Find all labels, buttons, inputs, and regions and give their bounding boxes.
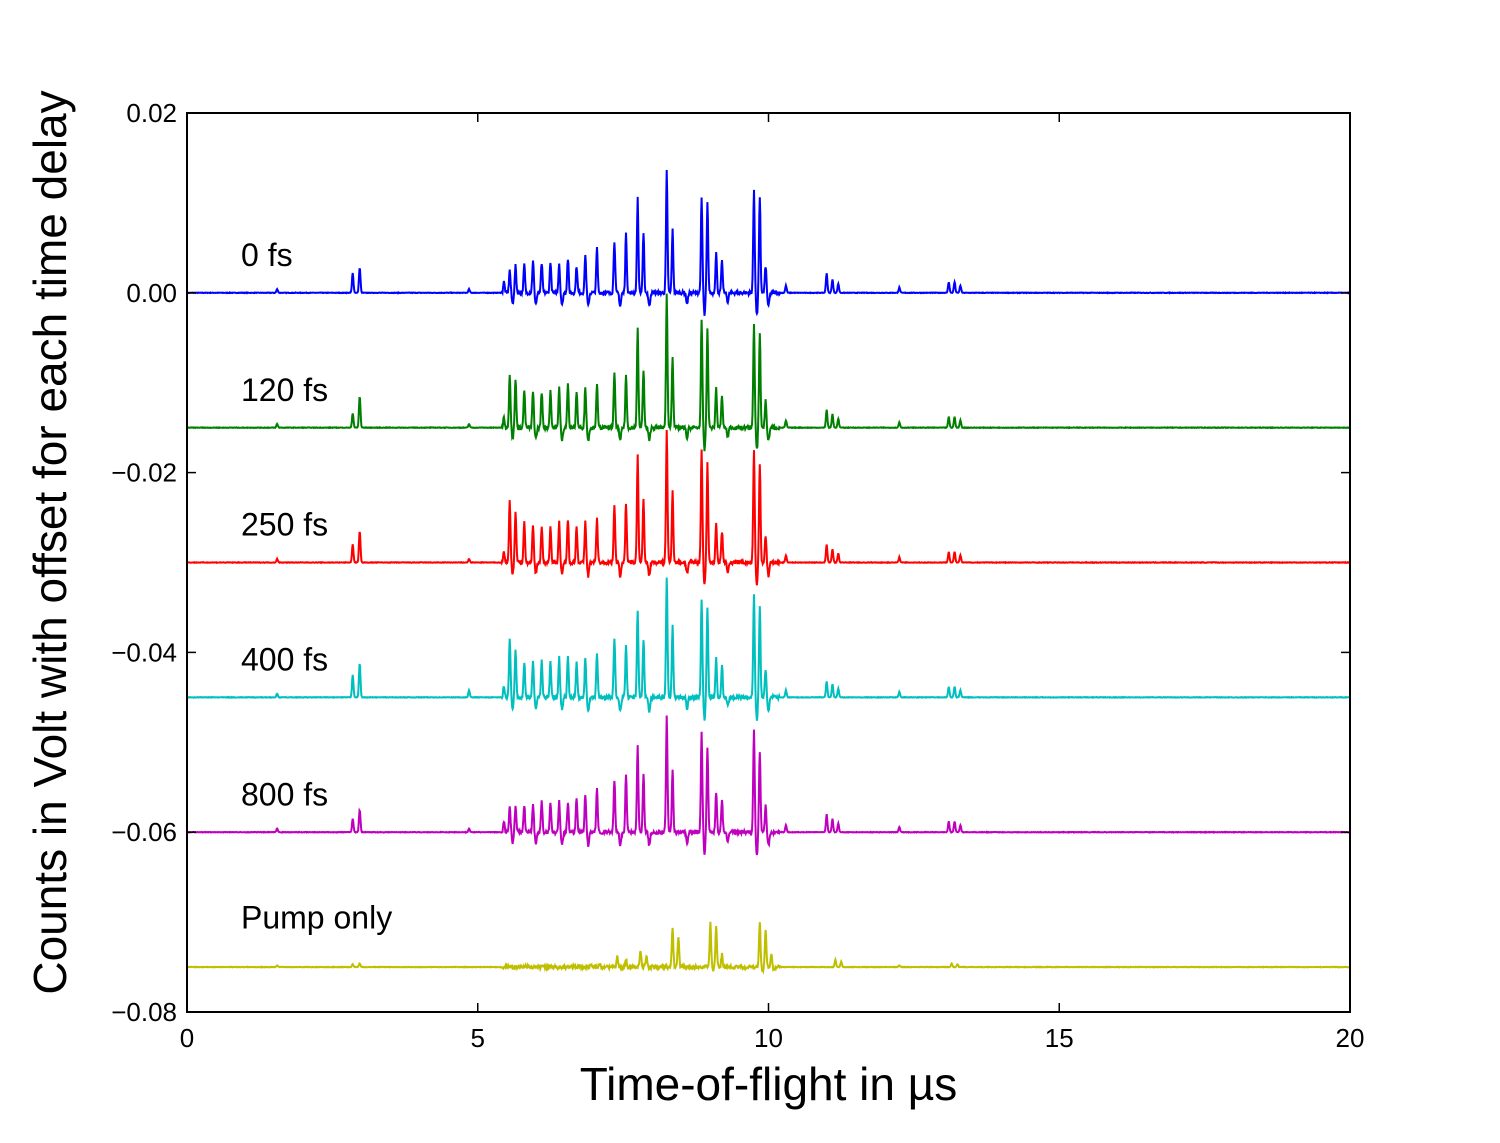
x-tick-label: 10: [754, 1023, 783, 1053]
series-line-1: [186, 293, 1351, 452]
series-line-2: [186, 429, 1351, 586]
series-label-5: Pump only: [241, 900, 392, 936]
series-line-5: [186, 921, 1351, 975]
series-label-0: 0 fs: [241, 237, 293, 273]
series-label-2: 250 fs: [241, 507, 328, 543]
x-tick-label: 0: [180, 1023, 194, 1053]
y-tick-label: −0.02: [111, 458, 177, 488]
series-label-3: 400 fs: [241, 642, 328, 678]
y-tick-label: −0.04: [111, 637, 177, 667]
x-tick-label: 15: [1045, 1023, 1074, 1053]
y-tick-label: 0.00: [126, 278, 177, 308]
y-axis-title: Counts in Volt with offset for each time…: [24, 90, 76, 994]
x-tick-label: 5: [471, 1023, 485, 1053]
series-label-1: 120 fs: [241, 372, 328, 408]
series-line-3: [186, 577, 1351, 721]
x-axis-title: Time-of-flight in µs: [580, 1058, 958, 1110]
series-label-layer: 0 fs 120 fs 250 fs 400 fs 800 fs Pump only: [241, 237, 392, 936]
x-axis: 0 5 10 15 20: [180, 113, 1365, 1053]
series-line-0: [186, 169, 1351, 317]
y-axis: 0.02 0.00 −0.02 −0.04 −0.06 −0.08: [111, 98, 1350, 1027]
series-layer: [186, 169, 1351, 975]
y-tick-label: −0.06: [111, 817, 177, 847]
series-label-4: 800 fs: [241, 776, 328, 812]
x-tick-label: 20: [1336, 1023, 1365, 1053]
y-tick-label: −0.08: [111, 997, 177, 1027]
series-line-4: [187, 715, 1351, 856]
y-tick-label: 0.02: [126, 98, 177, 128]
